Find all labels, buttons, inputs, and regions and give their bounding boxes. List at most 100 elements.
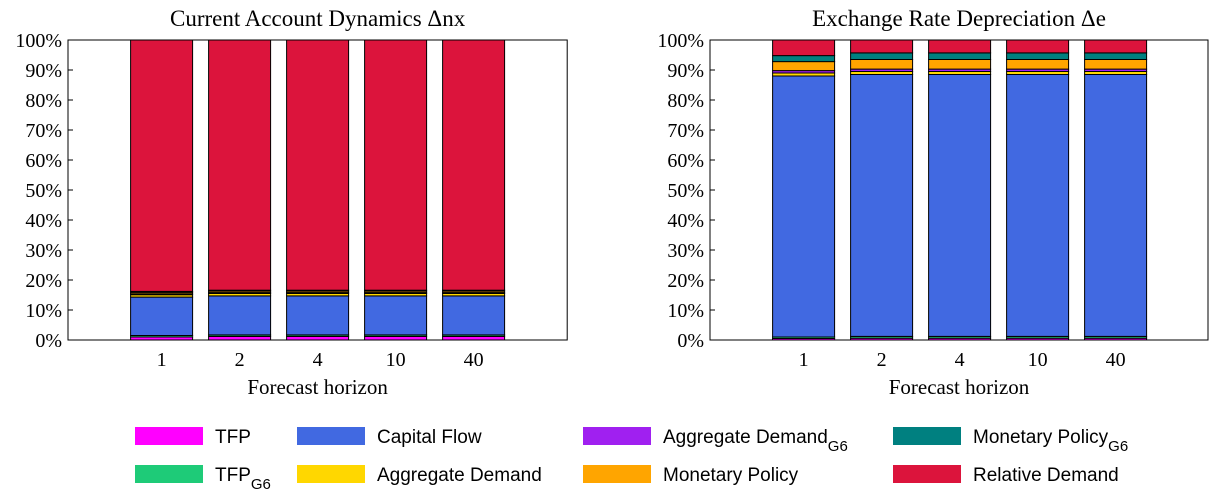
bar-segment <box>1006 39 1070 54</box>
bar-segment <box>442 335 506 341</box>
legend-swatch <box>583 427 651 445</box>
bar-segment <box>1084 59 1148 70</box>
y-tick-label: 0% <box>677 330 704 352</box>
bar-segment <box>1084 52 1148 61</box>
bar-segment <box>850 74 914 337</box>
legend-swatch <box>297 465 365 483</box>
y-tick-label: 20% <box>667 270 704 292</box>
legend-subscript: G6 <box>251 476 271 493</box>
x-tick-label: 2 <box>235 349 245 371</box>
y-tick-label: 30% <box>25 240 62 262</box>
bar-segment <box>286 335 350 341</box>
bar-segment <box>364 295 428 336</box>
y-tick-label: 70% <box>667 120 704 142</box>
legend-swatch <box>893 427 961 445</box>
legend-label: TFPG6 <box>215 465 271 493</box>
x-axis-label: Forecast horizon <box>889 375 1030 399</box>
bar-segment <box>442 295 506 336</box>
y-tick-label: 10% <box>667 300 704 322</box>
legend-name: Aggregate Demand <box>377 465 542 486</box>
legend-name: Relative Demand <box>973 465 1119 486</box>
legend-label: Capital Flow <box>377 427 482 448</box>
y-tick-label: 60% <box>25 150 62 172</box>
y-tick-label: 70% <box>25 120 62 142</box>
legend-swatch <box>583 465 651 483</box>
legend-name: TFP <box>215 465 251 486</box>
bar-segment <box>286 295 350 336</box>
bar-segment <box>928 39 992 54</box>
x-tick-label: 1 <box>157 349 167 371</box>
bar-segment <box>928 52 992 61</box>
legend-label: Aggregate Demand <box>377 465 542 486</box>
y-tick-label: 100% <box>657 30 704 52</box>
x-axis-label: Forecast horizon <box>247 375 388 399</box>
bar-segment <box>1084 39 1148 54</box>
y-tick-label: 80% <box>667 90 704 112</box>
x-tick-label: 10 <box>1028 349 1048 371</box>
legend-subscript: G6 <box>1108 438 1128 455</box>
legend-name: Aggregate Demand <box>663 427 828 448</box>
x-tick-label: 40 <box>464 349 484 371</box>
y-tick-label: 90% <box>667 60 704 82</box>
bar-segment <box>850 39 914 54</box>
legend-label: Aggregate DemandG6 <box>663 427 848 455</box>
bar-segment <box>772 75 836 338</box>
y-tick-label: 40% <box>667 210 704 232</box>
bar-segment <box>1006 74 1070 337</box>
bar-segment <box>130 296 194 337</box>
chart: Exchange Rate Depreciation Δe 1 2 4 10 40 0% 10… <box>657 6 1209 399</box>
bar-segment <box>772 61 836 72</box>
y-tick-label: 10% <box>25 300 62 322</box>
bar-segment <box>1006 52 1070 61</box>
bar-segment <box>208 335 272 341</box>
bar-segment <box>1006 59 1070 70</box>
bar-segment <box>928 59 992 70</box>
legend-swatch <box>135 465 203 483</box>
y-tick-label: 50% <box>667 180 704 202</box>
x-tick-label: 10 <box>386 349 406 371</box>
y-tick-label: 90% <box>25 60 62 82</box>
y-tick-label: 20% <box>25 270 62 292</box>
chart-title: Exchange Rate Depreciation Δe <box>812 6 1106 31</box>
legend-label: Relative Demand <box>973 465 1119 486</box>
bar-segment <box>364 335 428 341</box>
y-tick-label: 100% <box>15 30 62 52</box>
bar-segment <box>850 59 914 70</box>
legend-swatch <box>893 465 961 483</box>
legend-label: TFP <box>215 427 251 448</box>
x-tick-label: 4 <box>313 349 323 371</box>
bar-segment <box>442 39 506 291</box>
legend-name: Monetary Policy <box>663 465 799 486</box>
chart: Current Account Dynamics Δnx 1 2 4 10 40 0% 10%… <box>15 6 568 399</box>
bar-segment <box>772 55 836 63</box>
legend-label: Monetary PolicyG6 <box>973 427 1128 455</box>
y-tick-label: 60% <box>667 150 704 172</box>
legend-name: Capital Flow <box>377 427 482 448</box>
x-tick-label: 1 <box>799 349 809 371</box>
bar-segment <box>208 39 272 291</box>
bar-segment <box>364 39 428 291</box>
bar-segment <box>130 39 194 292</box>
legend-label: Monetary Policy <box>663 465 799 486</box>
x-tick-label: 2 <box>877 349 887 371</box>
bar-segment <box>208 295 272 336</box>
bar-segment <box>286 39 350 291</box>
legend-name: Monetary Policy <box>973 427 1109 448</box>
legend-subscript: G6 <box>828 438 848 455</box>
x-tick-label: 40 <box>1106 349 1126 371</box>
bar-segment <box>772 39 836 57</box>
y-tick-label: 40% <box>25 210 62 232</box>
y-tick-label: 50% <box>25 180 62 202</box>
bar-segment <box>928 74 992 337</box>
y-tick-label: 0% <box>35 330 62 352</box>
bar-segment <box>1084 74 1148 337</box>
chart-title: Current Account Dynamics Δnx <box>170 6 466 31</box>
y-tick-label: 80% <box>25 90 62 112</box>
legend-name: TFP <box>215 427 251 448</box>
legend-swatch <box>135 427 203 445</box>
legend-swatch <box>297 427 365 445</box>
x-tick-label: 4 <box>955 349 965 371</box>
bar-segment <box>850 52 914 61</box>
